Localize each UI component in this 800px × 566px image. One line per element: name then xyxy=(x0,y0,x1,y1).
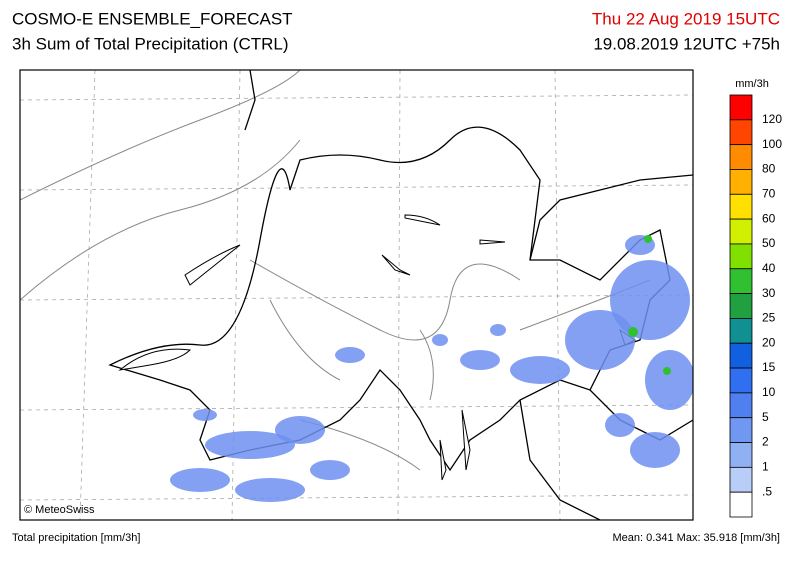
colorbar-cell xyxy=(729,392,753,419)
colorbar-cell xyxy=(729,417,753,443)
colorbar-label: 25 xyxy=(762,311,776,325)
footer-right: Mean: 0.341 Max: 35.918 [mm/3h] xyxy=(612,532,780,544)
copyright: © MeteoSwiss xyxy=(24,504,95,516)
colorbar-cell xyxy=(729,293,753,319)
colorbar-label: 60 xyxy=(762,211,776,225)
colorbar-cell xyxy=(729,491,753,518)
lakes xyxy=(118,214,636,481)
colorbar-label: 40 xyxy=(762,261,776,275)
colorbar-label: 70 xyxy=(762,186,776,200)
colorbar: mm/3h 120 100 80 70 60 50 40 30 25 20 15 10 5 2 1 .5 xyxy=(729,78,782,518)
colorbar-label: 15 xyxy=(762,360,776,374)
colorbar-cell xyxy=(729,193,753,220)
colorbar-unit: mm/3h xyxy=(735,78,769,90)
colorbar-label: 80 xyxy=(762,162,776,176)
colorbar-label: 120 xyxy=(762,112,782,126)
colorbar-label: 30 xyxy=(762,286,776,300)
colorbar-label: 1 xyxy=(762,460,769,474)
regions xyxy=(20,70,651,471)
run-time: 19.08.2019 12UTC +75h xyxy=(593,34,780,53)
colorbar-cell xyxy=(729,268,753,294)
borders xyxy=(108,70,693,520)
colorbar-cell xyxy=(729,119,753,146)
colorbar-cell xyxy=(729,367,753,394)
colorbar-cell xyxy=(729,169,753,195)
colorbar-label: .5 xyxy=(762,484,772,498)
graticule xyxy=(20,70,693,520)
precipitation xyxy=(170,235,693,502)
colorbar-cell xyxy=(729,466,753,493)
colorbar-label: 5 xyxy=(762,410,769,424)
valid-time: Thu 22 Aug 2019 15UTC xyxy=(592,9,780,28)
colorbar-cell xyxy=(729,442,753,468)
colorbar-cell xyxy=(729,243,753,270)
subtitle: 3h Sum of Total Precipitation (CTRL) xyxy=(12,34,289,53)
colorbar-label: 10 xyxy=(762,385,776,399)
colorbar-cell xyxy=(729,218,753,245)
colorbar-label: 20 xyxy=(762,335,776,349)
colorbar-cell xyxy=(729,342,753,369)
colorbar-cell xyxy=(729,94,753,121)
colorbar-label: 100 xyxy=(762,137,782,151)
colorbar-label: 50 xyxy=(762,236,776,250)
title: COSMO-E ENSEMBLE_FORECAST xyxy=(12,9,293,28)
colorbar-cell xyxy=(729,144,753,170)
map: © MeteoSwiss xyxy=(19,69,694,521)
colorbar-cell xyxy=(729,318,753,344)
colorbar-label: 2 xyxy=(762,435,769,449)
footer-left: Total precipitation [mm/3h] xyxy=(12,532,140,544)
map-frame xyxy=(19,69,694,521)
